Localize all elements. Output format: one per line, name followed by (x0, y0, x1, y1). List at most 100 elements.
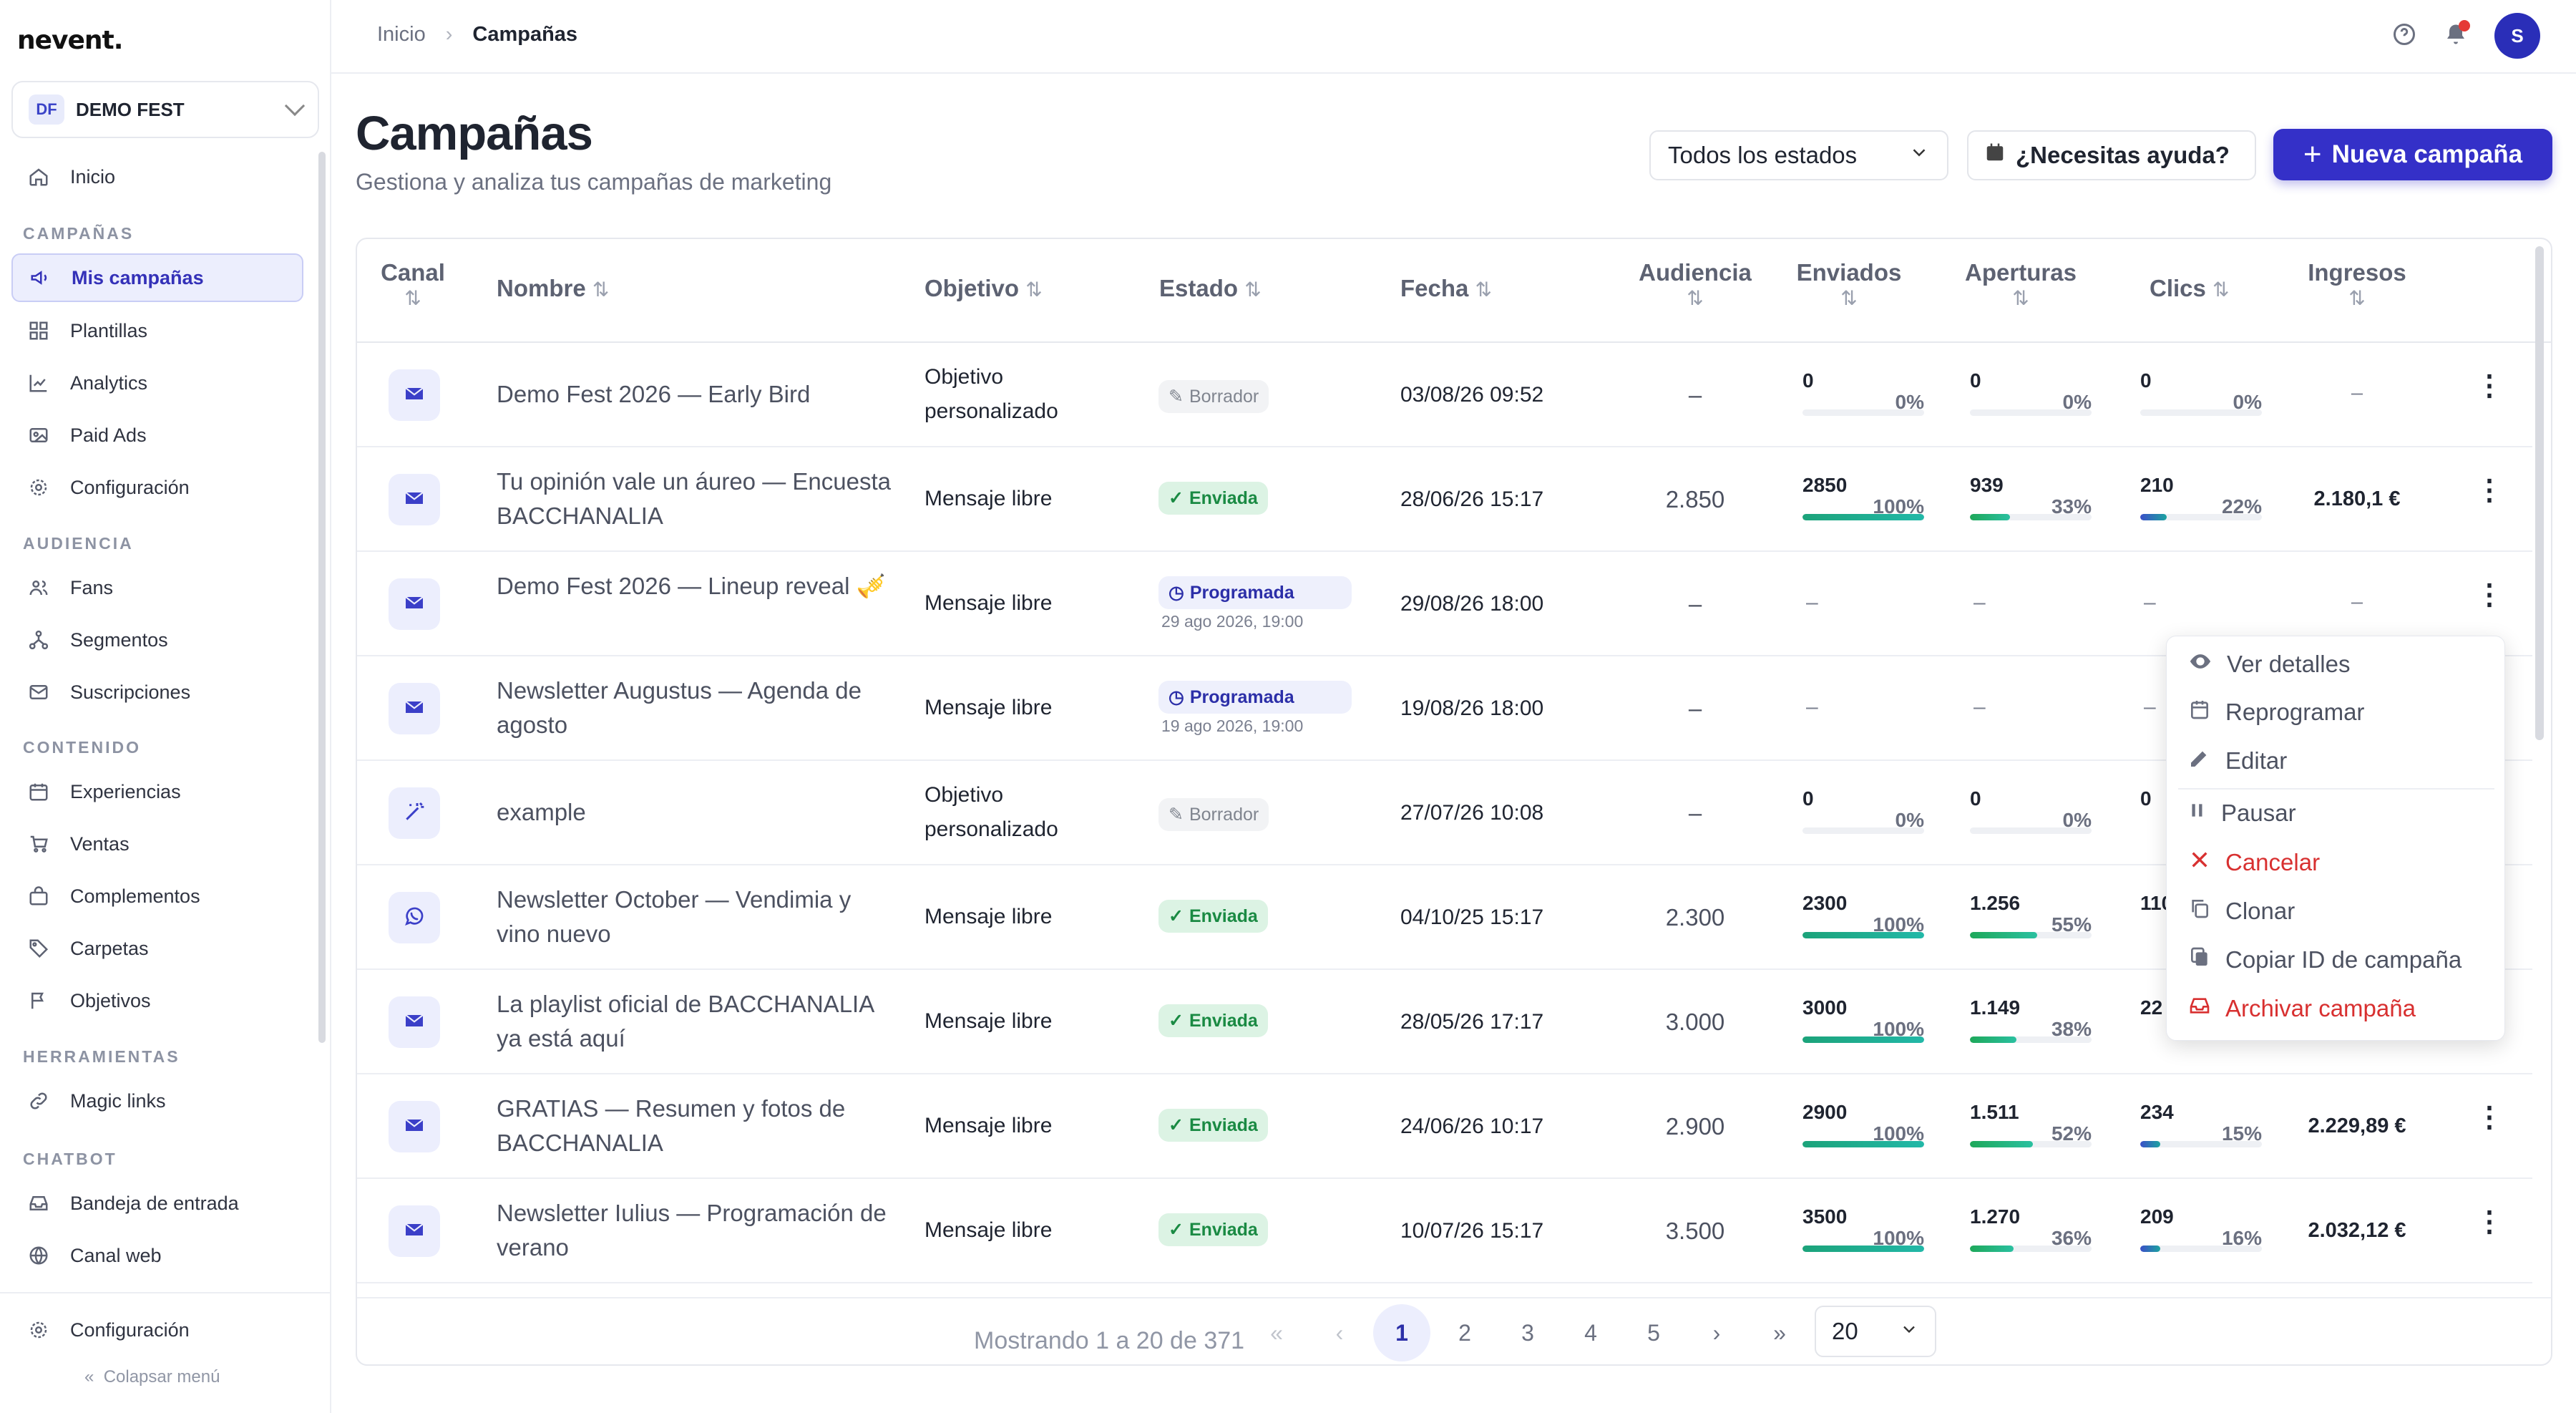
table-row[interactable]: Demo Fest 2026 — Early Bird Objetivo pers… (357, 343, 2532, 447)
menu-item-ver-detalles[interactable]: Ver detalles (2188, 649, 2350, 679)
metric-value: 0 (2140, 369, 2152, 392)
app-logo[interactable]: nevent. (17, 26, 123, 55)
table-row[interactable]: GRATIAS — Resumen y fotos de BACCHANALIA… (357, 1074, 2532, 1179)
campaign-name[interactable]: example (497, 799, 586, 825)
sidebar-item-paid-ads[interactable]: Paid Ads (11, 411, 303, 460)
metric-value: 2300 (1802, 892, 1848, 914)
metric-bar (2140, 1141, 2262, 1147)
metric-opens: 0 0% (1970, 368, 2092, 425)
bell-icon[interactable] (2443, 19, 2470, 51)
metric-bar (1802, 1246, 1924, 1252)
page-3-button[interactable]: 3 (1521, 1319, 1534, 1346)
table-row[interactable]: Newsletter Augustus — Agenda de agosto Me… (357, 656, 2532, 761)
row-actions-kebab-icon[interactable]: ⋮ (2475, 475, 2504, 506)
sidebar-item-ventas[interactable]: Ventas (11, 820, 303, 868)
col-nombre[interactable]: Nombre ⇅ (497, 275, 609, 302)
first-page-button[interactable]: « (1270, 1319, 1283, 1346)
table-row[interactable]: La playlist oficial de BACCHANALIA ya es… (357, 970, 2532, 1074)
sidebar-item-configuracion-global[interactable]: Configuración (11, 1306, 303, 1354)
help-circle-icon[interactable] (2391, 21, 2417, 51)
sidebar-item-configuracion[interactable]: Configuración (11, 463, 303, 512)
sidebar-item-plantillas[interactable]: Plantillas (11, 306, 303, 355)
table-row[interactable]: Tu opinión vale un áureo — Encuesta BACC… (357, 447, 2532, 552)
org-switcher[interactable]: DF DEMO FEST (11, 81, 319, 138)
page-4-button[interactable]: 4 (1584, 1319, 1597, 1346)
table-row[interactable]: Demo Fest 2026 — Lineup reveal 🎺 Mensaje … (357, 552, 2532, 656)
col-clics[interactable]: Clics ⇅ (2150, 275, 2230, 302)
sidebar-item-objetivos[interactable]: Objetivos (11, 976, 303, 1025)
campaign-name[interactable]: Newsletter October — Vendimia y vino nue… (497, 886, 852, 947)
sidebar-item-inicio[interactable]: Inicio (11, 152, 303, 201)
chevron-right-icon: › (445, 23, 453, 46)
row-actions-kebab-icon[interactable]: ⋮ (2475, 1206, 2504, 1238)
sort-icon: ⇅ (1475, 278, 1493, 301)
status-filter-select[interactable]: Todos los estados (1649, 130, 1948, 180)
sidebar-item-mis-campanas[interactable]: Mis campañas (11, 253, 303, 302)
campaign-name[interactable]: Newsletter Iulius — Programación de vera… (497, 1200, 887, 1261)
sidebar-scrollbar[interactable] (318, 152, 326, 1043)
campaign-audience: 2.300 (1665, 904, 1725, 931)
table-row[interactable]: Newsletter Iulius — Programación de vera… (357, 1179, 2532, 1283)
metric-value: 234 (2140, 1101, 2174, 1123)
status-label: Borrador (1189, 804, 1259, 825)
sidebar-item-magic-links[interactable]: Magic links (11, 1077, 303, 1125)
col-estado[interactable]: Estado ⇅ (1159, 275, 1262, 302)
per-page-select[interactable]: 20 (1815, 1306, 1936, 1357)
mail-icon (403, 487, 426, 513)
col-canal[interactable]: Canal ⇅ (370, 259, 456, 310)
menu-item-copiar-id[interactable]: Copiar ID de campaña (2188, 946, 2462, 974)
collapse-menu-button[interactable]: « Colapsar menú (84, 1367, 220, 1387)
last-page-button[interactable]: » (1773, 1319, 1786, 1346)
avatar[interactable]: S (2494, 13, 2540, 59)
sidebar-item-canal-web[interactable]: Canal web (11, 1231, 303, 1280)
table-row[interactable]: Newsletter October — Vendimia y vino nue… (357, 865, 2532, 970)
menu-item-pausar[interactable]: Pausar (2188, 800, 2296, 827)
sidebar-item-label: Paid Ads (70, 424, 147, 446)
metric-clicks: 210 22% (2140, 472, 2262, 530)
sort-icon: ⇅ (2212, 278, 2230, 301)
next-page-button[interactable]: › (1712, 1319, 1721, 1346)
sidebar-item-complementos[interactable]: Complementos (11, 872, 303, 921)
col-audiencia[interactable]: Audiencia ⇅ (1616, 259, 1774, 310)
table-row[interactable]: example Objetivo personalizado ✎ Borrador 27… (357, 761, 2532, 865)
sidebar-item-segmentos[interactable]: Segmentos (11, 616, 303, 664)
row-actions-kebab-icon[interactable]: ⋮ (2475, 1102, 2504, 1133)
page-2-button[interactable]: 2 (1458, 1319, 1471, 1346)
mail-icon (403, 1114, 426, 1140)
campaign-objective: Mensaje libre (924, 696, 1053, 719)
campaign-name[interactable]: GRATIAS — Resumen y fotos de BACCHANALIA (497, 1095, 846, 1156)
sidebar-item-analytics[interactable]: Analytics (11, 359, 303, 407)
col-enviados[interactable]: Enviados ⇅ (1785, 259, 1913, 310)
campaign-name[interactable]: La playlist oficial de BACCHANALIA ya es… (497, 991, 874, 1052)
menu-item-editar[interactable]: Editar (2188, 747, 2287, 775)
col-objetivo[interactable]: Objetivo ⇅ (924, 275, 1043, 302)
campaign-name[interactable]: Newsletter Augustus — Agenda de agosto (497, 677, 862, 738)
breadcrumb-home[interactable]: Inicio (377, 23, 426, 46)
col-aperturas[interactable]: Aperturas ⇅ (1949, 259, 2092, 310)
help-button[interactable]: ¿Necesitas ayuda? (1967, 130, 2256, 180)
sidebar-item-suscripciones[interactable]: Suscripciones (11, 668, 303, 717)
menu-item-clonar[interactable]: Clonar (2188, 897, 2295, 926)
sidebar-item-fans[interactable]: Fans (11, 563, 303, 612)
sidebar-item-experiencias[interactable]: Experiencias (11, 767, 303, 816)
menu-item-reprogramar[interactable]: Reprogramar (2188, 698, 2364, 727)
channel-badge (389, 892, 440, 943)
table-scrollbar[interactable] (2535, 246, 2544, 740)
col-ingresos[interactable]: Ingresos ⇅ (2289, 259, 2425, 310)
page-1-button[interactable]: 1 (1373, 1304, 1430, 1361)
table-header: Canal ⇅ Nombre ⇅ Objetivo ⇅ Estado ⇅ Fech… (357, 239, 2551, 343)
new-campaign-button[interactable]: + Nueva campaña (2273, 129, 2552, 180)
menu-item-cancelar[interactable]: Cancelar (2188, 848, 2320, 877)
row-actions-kebab-icon[interactable]: ⋮ (2475, 370, 2504, 402)
campaign-name[interactable]: Tu opinión vale un áureo — Encuesta BACC… (497, 468, 891, 529)
col-fecha[interactable]: Fecha ⇅ (1400, 275, 1492, 302)
sidebar-item-carpetas[interactable]: Carpetas (11, 924, 303, 973)
prev-page-button[interactable]: ‹ (1335, 1319, 1344, 1346)
campaign-name[interactable]: Demo Fest 2026 — Early Bird (497, 381, 811, 407)
campaign-name[interactable]: Demo Fest 2026 — Lineup reveal 🎺 (497, 573, 886, 599)
page-5-button[interactable]: 5 (1647, 1319, 1660, 1346)
metric-sent: 2300 100% (1802, 890, 1924, 948)
row-actions-kebab-icon[interactable]: ⋮ (2475, 579, 2504, 611)
menu-item-archivar[interactable]: Archivar campaña (2188, 994, 2416, 1023)
sidebar-item-bandeja[interactable]: Bandeja de entrada (11, 1179, 303, 1228)
